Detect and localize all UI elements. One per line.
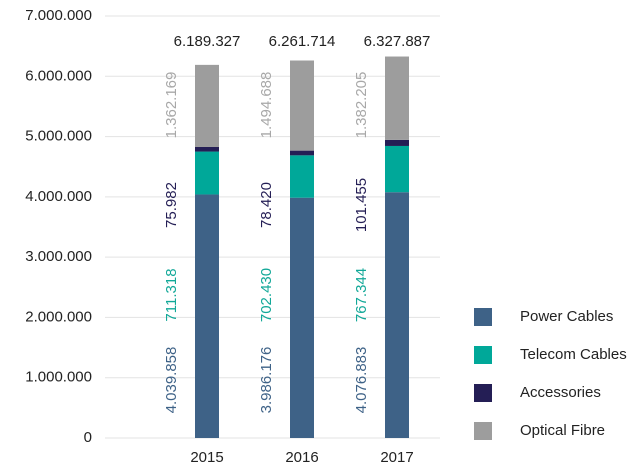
legend-label: Telecom Cables — [520, 346, 627, 363]
value-label: 78.420 — [258, 182, 275, 228]
bar-segment — [290, 155, 314, 198]
total-label: 6.327.887 — [364, 33, 431, 50]
legend-swatch — [474, 346, 492, 364]
bar-segment — [385, 56, 409, 140]
x-tick-label: 2017 — [380, 449, 413, 466]
bar-segment — [290, 197, 314, 438]
value-label: 101.455 — [353, 178, 370, 232]
value-label: 4.076.883 — [353, 347, 370, 414]
total-label: 6.189.327 — [174, 33, 241, 50]
value-label: 702.430 — [258, 268, 275, 322]
legend-swatch — [474, 308, 492, 326]
value-label: 1.494.688 — [258, 72, 275, 139]
bar-segment — [385, 139, 409, 146]
y-tick-label: 3.000.000 — [25, 248, 92, 265]
x-tick-label: 2015 — [190, 449, 223, 466]
bar-segment — [290, 60, 314, 151]
y-tick-label: 2.000.000 — [25, 308, 92, 325]
y-tick-label: 4.000.000 — [25, 188, 92, 205]
legend-swatch — [474, 422, 492, 440]
value-label: 767.344 — [353, 268, 370, 322]
y-tick-label: 0 — [84, 429, 92, 446]
legend-label: Accessories — [520, 384, 601, 401]
bar-segment — [195, 64, 219, 147]
legend-label: Optical Fibre — [520, 422, 605, 439]
total-label: 6.261.714 — [269, 33, 336, 50]
value-label: 1.382.205 — [353, 72, 370, 139]
x-tick-label: 2016 — [285, 449, 318, 466]
value-label: 75.982 — [163, 182, 180, 228]
bar-segment — [385, 145, 409, 193]
y-tick-label: 5.000.000 — [25, 128, 92, 145]
y-tick-label: 6.000.000 — [25, 67, 92, 84]
value-label: 4.039.858 — [163, 347, 180, 414]
bar-segment — [290, 150, 314, 156]
value-label: 1.362.169 — [163, 72, 180, 139]
bar-segment — [195, 151, 219, 195]
legend-label: Power Cables — [520, 308, 613, 325]
bar-segment — [195, 194, 219, 438]
bar-segment — [195, 146, 219, 152]
bar-segment — [385, 192, 409, 438]
y-tick-label: 1.000.000 — [25, 369, 92, 386]
value-label: 3.986.176 — [258, 347, 275, 414]
y-tick-label: 7.000.000 — [25, 7, 92, 24]
value-label: 711.318 — [163, 268, 180, 321]
legend-swatch — [474, 384, 492, 402]
